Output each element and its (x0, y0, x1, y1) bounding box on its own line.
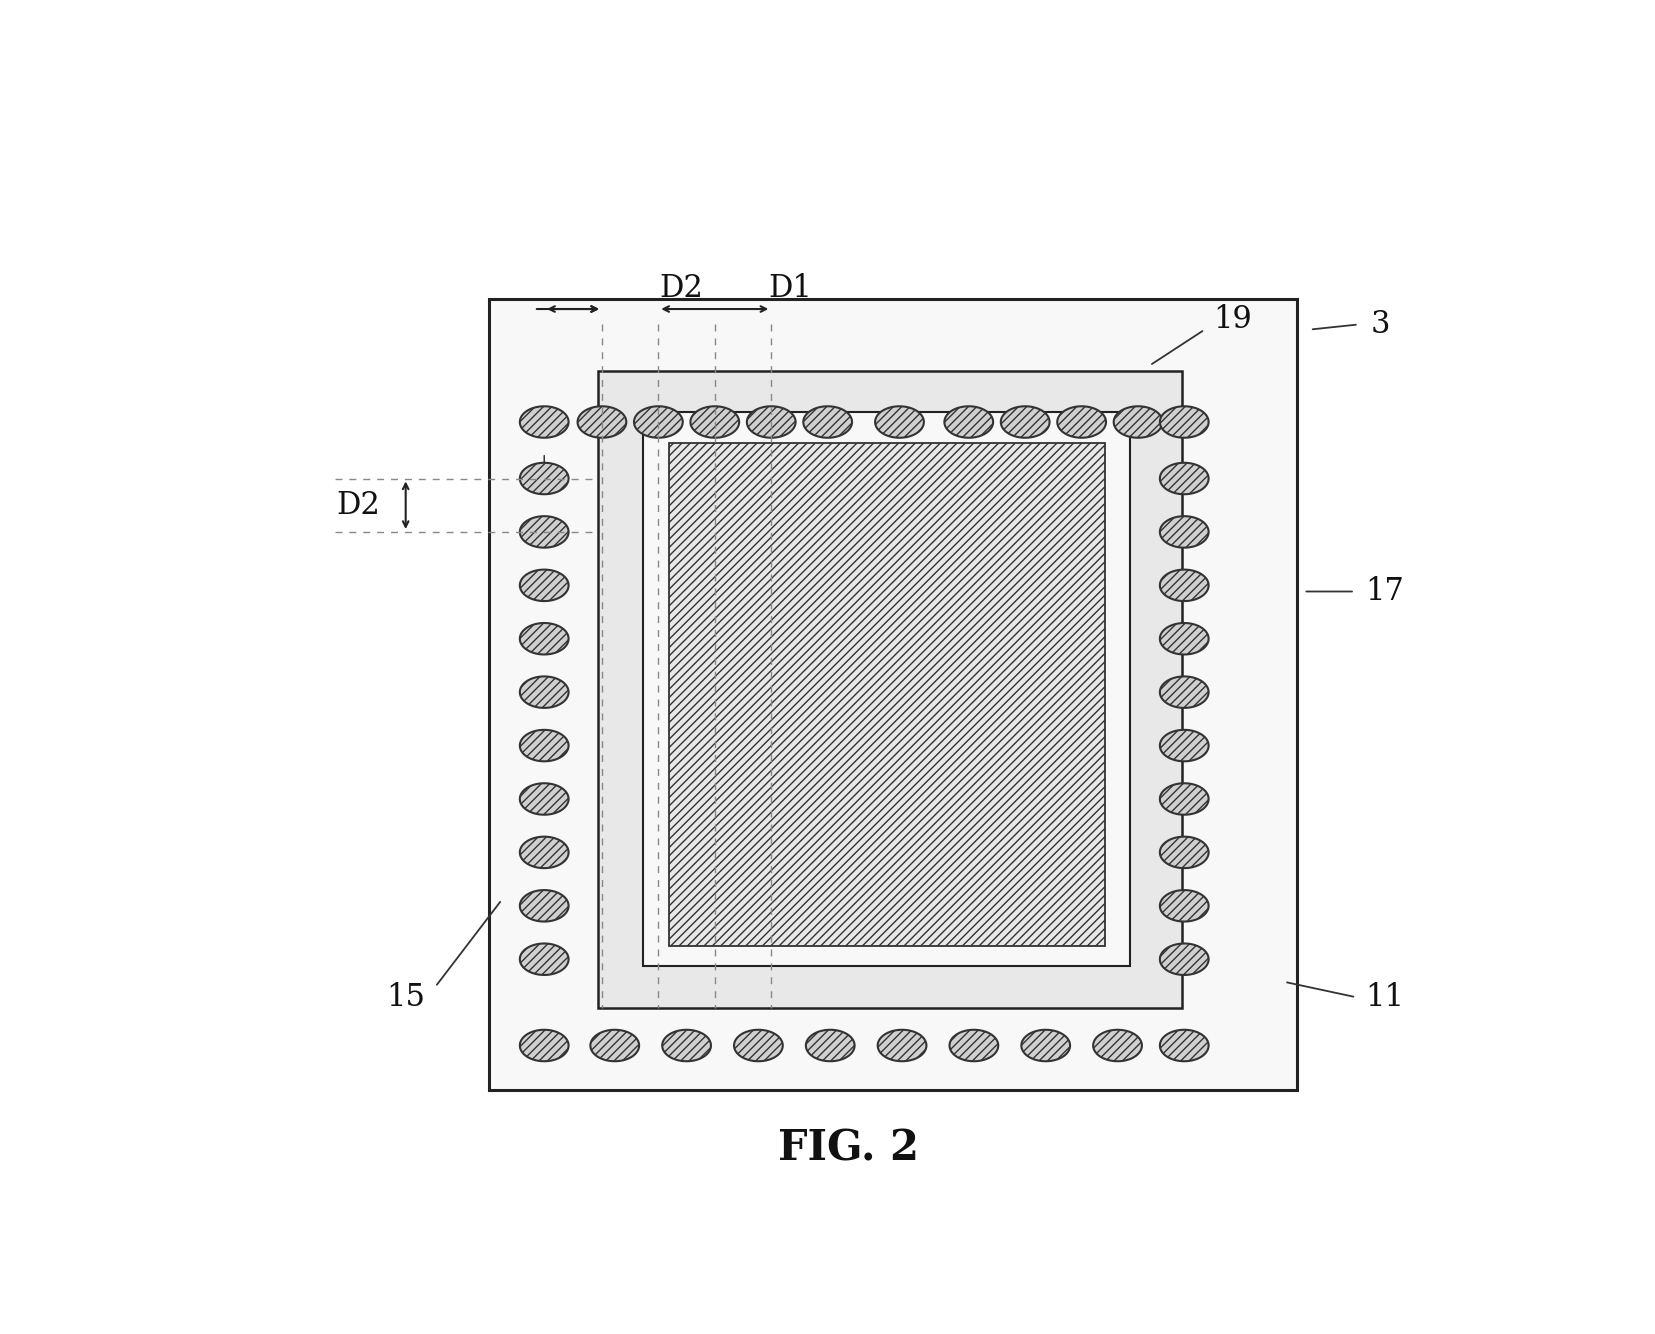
Polygon shape (520, 570, 569, 602)
Polygon shape (1021, 1030, 1071, 1062)
Polygon shape (520, 407, 569, 438)
Polygon shape (1160, 943, 1208, 975)
Polygon shape (877, 1030, 927, 1062)
Polygon shape (520, 783, 569, 815)
Polygon shape (1160, 407, 1208, 438)
Polygon shape (520, 623, 569, 655)
Polygon shape (806, 1030, 854, 1062)
Polygon shape (578, 407, 626, 438)
Polygon shape (662, 1030, 712, 1062)
Text: 19: 19 (1213, 304, 1253, 335)
Polygon shape (1160, 730, 1208, 762)
Text: 11: 11 (1365, 982, 1403, 1013)
Polygon shape (1160, 516, 1208, 548)
Polygon shape (1160, 463, 1208, 494)
Polygon shape (1058, 407, 1106, 438)
Polygon shape (1160, 890, 1208, 922)
Text: FIG. 2: FIG. 2 (778, 1127, 919, 1169)
Text: D1: D1 (768, 273, 813, 304)
Text: D2: D2 (336, 490, 381, 520)
Polygon shape (520, 676, 569, 708)
Polygon shape (520, 730, 569, 762)
Bar (490, 299, 1298, 1090)
Polygon shape (520, 516, 569, 548)
Polygon shape (1114, 407, 1162, 438)
Polygon shape (1094, 1030, 1142, 1062)
Polygon shape (1160, 836, 1208, 868)
Polygon shape (1160, 623, 1208, 655)
Polygon shape (945, 407, 993, 438)
Polygon shape (735, 1030, 783, 1062)
Text: D2: D2 (659, 273, 703, 304)
Polygon shape (520, 943, 569, 975)
Polygon shape (1160, 783, 1208, 815)
Polygon shape (634, 407, 684, 438)
Polygon shape (1001, 407, 1049, 438)
Text: 15: 15 (386, 982, 425, 1013)
Polygon shape (520, 836, 569, 868)
Bar (669, 443, 1106, 946)
Polygon shape (803, 407, 852, 438)
Polygon shape (690, 407, 740, 438)
Polygon shape (520, 890, 569, 922)
Bar (642, 412, 1130, 966)
Polygon shape (1160, 570, 1208, 602)
Polygon shape (520, 1030, 569, 1062)
Polygon shape (950, 1030, 998, 1062)
Polygon shape (875, 407, 923, 438)
Polygon shape (1160, 1030, 1208, 1062)
Text: 3: 3 (1370, 309, 1390, 340)
Polygon shape (520, 463, 569, 494)
Text: 17: 17 (1365, 576, 1403, 607)
Polygon shape (746, 407, 796, 438)
Polygon shape (591, 1030, 639, 1062)
Bar (597, 371, 1182, 1007)
Polygon shape (1160, 676, 1208, 708)
